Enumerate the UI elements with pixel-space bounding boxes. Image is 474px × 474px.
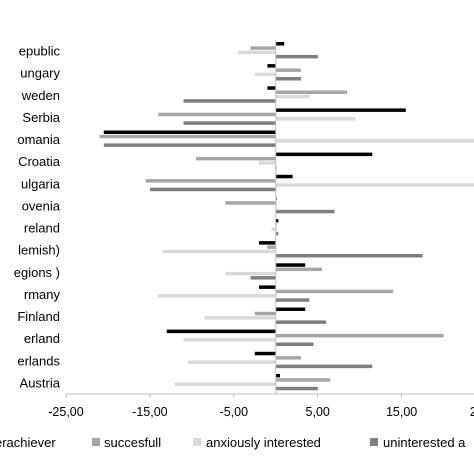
legend-swatch-3 <box>370 438 378 446</box>
legend-item-anxiously-interested: anxiously interested <box>193 435 321 450</box>
bar-uninterested-11 <box>275 298 310 302</box>
bar-uninterested-12 <box>275 320 327 324</box>
bar-anxiously-interested-0 <box>238 50 276 55</box>
bar-uninterested-2 <box>183 99 276 103</box>
bar-uninterested-4 <box>103 143 276 147</box>
bar-uninterested-3 <box>183 121 276 125</box>
bar-overachiever-15 <box>275 373 280 378</box>
legend-swatch-1 <box>92 438 100 446</box>
bar-succesfull-4 <box>99 134 276 139</box>
legend-item-succesfull: succesfull <box>92 435 161 450</box>
legend-label-3: uninterested a <box>383 435 466 450</box>
bar-anxiously-interested-15 <box>175 382 276 386</box>
bar-anxiously-interested-1 <box>254 72 276 77</box>
bar-overachiever-10 <box>275 263 306 267</box>
category-label-15: Austria <box>20 375 61 390</box>
legend-item-uninterested: uninterested a <box>370 435 466 450</box>
legend-swatch-2 <box>193 438 201 446</box>
legend-label-1: succesfull <box>104 435 161 450</box>
bar-succesfull-9 <box>267 245 276 249</box>
bar-anxiously-interested-6 <box>275 183 474 187</box>
bar-overachiever-11 <box>259 285 276 289</box>
category-label-9: lemish) <box>18 243 60 258</box>
category-label-1: ungary <box>20 66 60 81</box>
bar-anxiously-interested-9 <box>162 249 276 254</box>
x-tick-label-1: -15,00 <box>132 405 167 419</box>
bar-overachiever-2 <box>267 86 276 90</box>
bar-overachiever-9 <box>259 241 276 245</box>
category-label-7: ovenia <box>22 198 61 213</box>
bar-uninterested-7 <box>275 209 335 214</box>
x-tick-label-0: -25,00 <box>48 405 83 419</box>
bar-succesfull-11 <box>275 289 394 294</box>
category-label-3: Serbia <box>22 110 60 125</box>
category-label-10: egions ) <box>14 265 60 280</box>
legend-item-overachiever: erachiever <box>0 435 56 450</box>
bar-overachiever-6 <box>275 174 293 179</box>
bar-anxiously-interested-11 <box>158 294 276 298</box>
legend-label-0: erachiever <box>0 435 56 450</box>
bar-succesfull-6 <box>145 179 276 183</box>
x-tick-label-3: 5,00 <box>306 405 330 419</box>
bar-uninterested-14 <box>275 364 373 369</box>
category-label-13: erland <box>24 331 60 346</box>
bar-anxiously-interested-8 <box>271 227 276 232</box>
bar-succesfull-2 <box>275 90 348 94</box>
bar-uninterested-6 <box>149 187 276 192</box>
bar-succesfull-13 <box>275 333 444 338</box>
bar-succesfull-3 <box>158 112 276 117</box>
category-label-0: epublic <box>19 44 61 59</box>
legend-label-2: anxiously interested <box>206 435 321 450</box>
bar-uninterested-9 <box>275 254 423 258</box>
bar-uninterested-15 <box>275 386 318 391</box>
bar-overachiever-14 <box>254 351 276 356</box>
x-tick-label-5: 25,00 <box>470 405 474 419</box>
bar-anxiously-interested-10 <box>225 271 276 276</box>
x-tick-label-2: -5,00 <box>220 405 249 419</box>
bar-anxiously-interested-12 <box>204 316 276 320</box>
category-label-8: reland <box>24 221 60 236</box>
bar-succesfull-7 <box>225 201 276 205</box>
bar-succesfull-15 <box>275 378 331 382</box>
bar-uninterested-10 <box>250 276 276 280</box>
bar-anxiously-interested-2 <box>275 94 310 99</box>
bar-overachiever-8 <box>275 219 279 223</box>
category-label-4: omania <box>17 132 60 147</box>
bar-uninterested-8 <box>275 231 279 236</box>
category-label-5: Croatia <box>18 154 61 169</box>
bar-succesfull-10 <box>275 267 322 272</box>
bar-succesfull-0 <box>250 46 276 50</box>
bar-anxiously-interested-14 <box>187 360 276 364</box>
category-label-2: weden <box>21 88 60 103</box>
bar-overachiever-4 <box>103 130 276 134</box>
bar-overachiever-0 <box>275 42 285 46</box>
bar-anxiously-interested-5 <box>259 161 276 165</box>
bar-overachiever-12 <box>275 307 306 311</box>
bar-anxiously-interested-3 <box>275 117 356 121</box>
bar-succesfull-12 <box>254 311 276 316</box>
category-label-14: erlands <box>17 353 60 368</box>
bar-anxiously-interested-4 <box>275 139 474 143</box>
bar-succesfull-14 <box>275 356 301 360</box>
bar-uninterested-0 <box>275 54 318 59</box>
bar-overachiever-13 <box>166 329 276 334</box>
bar-overachiever-3 <box>275 108 406 112</box>
category-label-11: rmany <box>24 287 61 302</box>
bar-uninterested-1 <box>275 77 301 81</box>
category-label-12: Finland <box>17 309 60 324</box>
bar-overachiever-1 <box>267 64 276 68</box>
category-label-6: ulgaria <box>21 176 61 191</box>
bar-uninterested-13 <box>275 342 314 346</box>
bar-succesfull-5 <box>196 156 276 161</box>
x-tick-label-4: 15,00 <box>386 405 417 419</box>
bar-anxiously-interested-13 <box>183 338 276 342</box>
bar-overachiever-5 <box>275 152 373 157</box>
bar-succesfull-1 <box>275 68 301 72</box>
